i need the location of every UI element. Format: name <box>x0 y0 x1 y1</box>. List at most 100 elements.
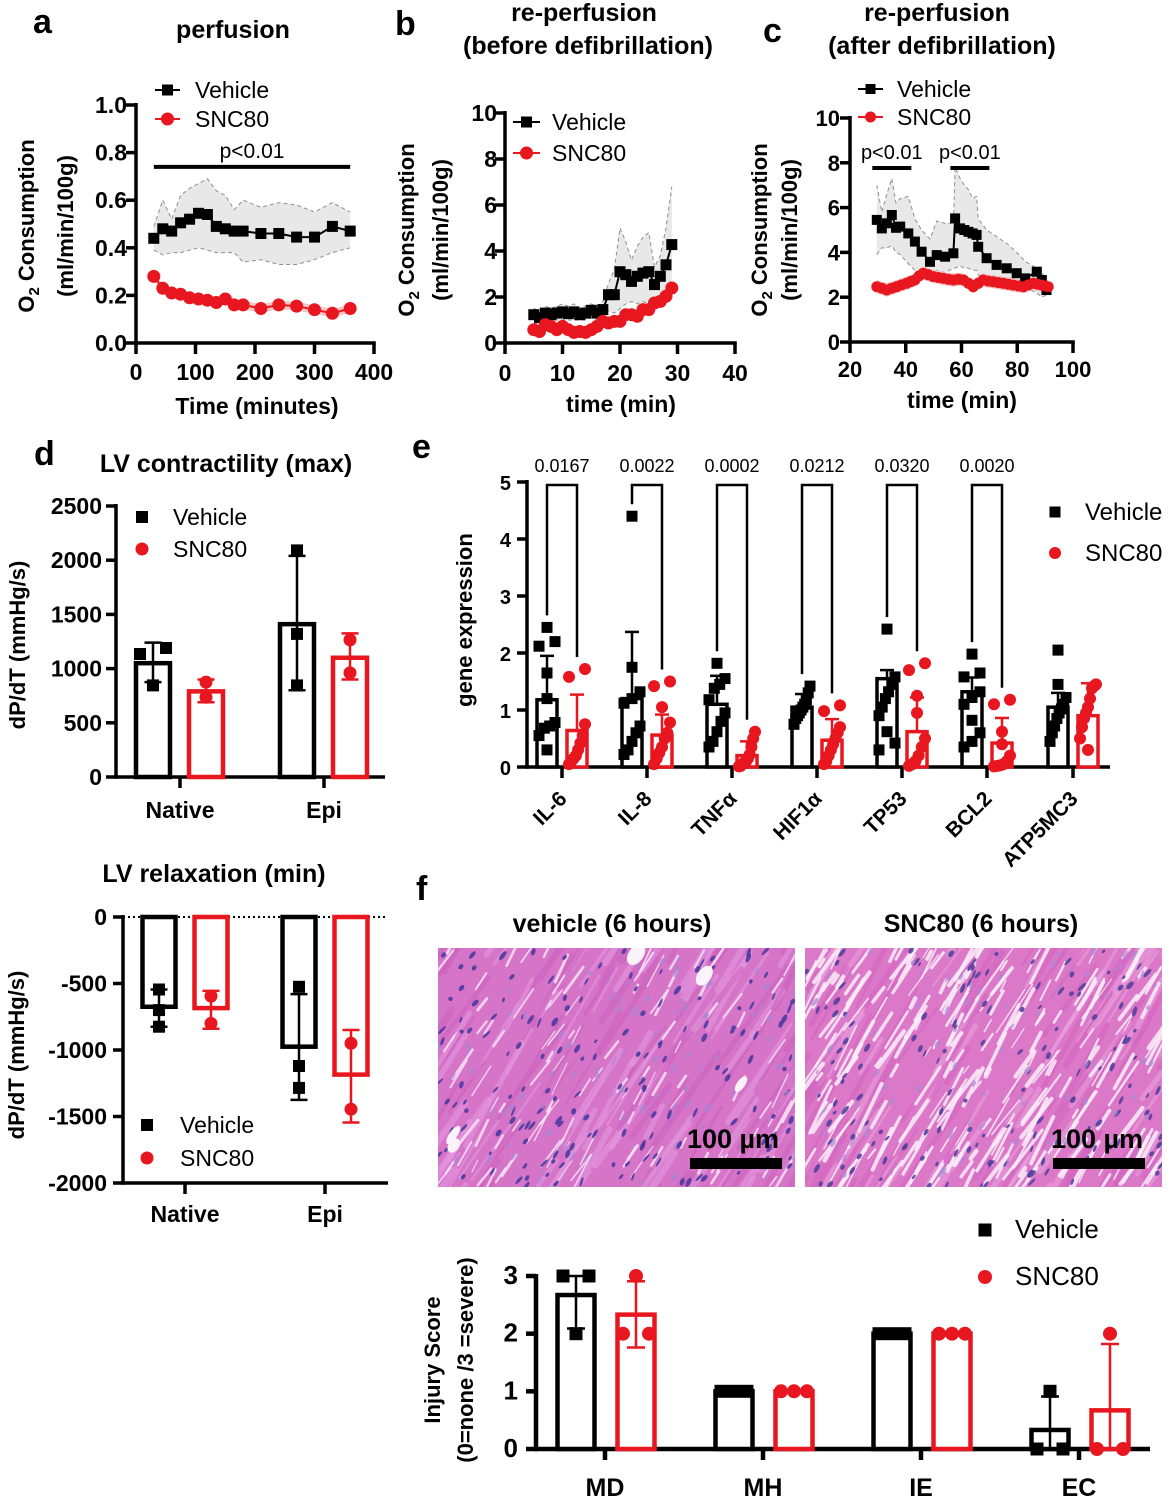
data-point-vehicle <box>1020 273 1031 284</box>
nucleus <box>844 1014 849 1019</box>
data-point-vehicle <box>618 749 630 760</box>
interstitial-gap <box>772 1100 793 1136</box>
data-point-vehicle <box>974 667 986 679</box>
data-point-vehicle <box>649 279 660 291</box>
data-point-vehicle <box>666 239 678 251</box>
muscle-fiber <box>805 902 826 936</box>
nucleus <box>458 964 464 970</box>
p-value-label: 0.0320 <box>874 456 929 476</box>
nucleus <box>458 985 465 991</box>
nucleus <box>833 997 841 1006</box>
interstitial-gap <box>884 1010 909 1050</box>
scale-bar-label-snc80: 100 µm <box>1051 1124 1143 1154</box>
nucleus <box>1005 1160 1010 1166</box>
muscle-fiber <box>672 973 719 1044</box>
interstitial-gap <box>901 1130 929 1176</box>
interstitial-gap <box>638 948 653 974</box>
nucleus <box>816 1090 820 1096</box>
nucleus <box>1068 991 1074 997</box>
data-point-vehicle <box>166 225 178 237</box>
y-axis-label-a-units: (ml/min/100g) <box>53 155 78 297</box>
nucleus <box>967 1126 973 1132</box>
nucleus <box>1140 1057 1147 1065</box>
data-point-vehicle <box>950 213 961 224</box>
nucleus <box>562 954 567 960</box>
interstitial-gap <box>505 948 517 968</box>
x-tick-label: 40 <box>722 360 748 386</box>
nucleus <box>569 1142 575 1151</box>
data-point-snc80 <box>664 716 676 729</box>
panel-letter-a: a <box>33 3 53 41</box>
nucleus <box>748 979 753 984</box>
interstitial-gap <box>845 970 872 1007</box>
p-value-label: 0.0212 <box>789 456 844 476</box>
nucleus <box>495 1129 502 1137</box>
nucleus <box>1143 968 1152 978</box>
data-point-vehicle <box>881 218 892 229</box>
interstitial-gap <box>974 960 1005 1002</box>
category-label: MD <box>586 1474 625 1500</box>
y-tick-label: 2 <box>484 284 497 310</box>
data-point-snc80 <box>1074 732 1086 745</box>
interstitial-gap <box>1011 1131 1035 1171</box>
interstitial-gap <box>939 1126 957 1153</box>
interstitial-gap <box>438 949 455 972</box>
nucleus <box>466 1027 473 1034</box>
y-tick-label: 0 <box>504 1433 518 1463</box>
nucleus <box>652 1152 658 1160</box>
chart-title-c-line1: re-perfusion <box>864 0 1010 27</box>
data-point-vehicle <box>539 307 551 319</box>
p-value-label: 0.0002 <box>704 456 759 476</box>
interstitial-gap <box>760 1009 772 1027</box>
data-point-vehicle <box>876 701 888 713</box>
interstitial-gap <box>759 1101 772 1119</box>
data-point-vehicle <box>184 213 196 225</box>
muscle-fiber <box>714 948 747 994</box>
data-point-vehicle <box>626 275 637 287</box>
interstitial-gap <box>951 984 959 993</box>
data-point-vehicle <box>309 231 320 243</box>
x-tick-label: 200 <box>236 359 274 385</box>
nucleus <box>700 1123 706 1131</box>
interstitial-gap <box>990 1113 1016 1156</box>
significance-bracket <box>970 483 1004 688</box>
muscle-fiber <box>908 1207 934 1245</box>
data-point-vehicle <box>883 686 895 698</box>
x-tick-label: 80 <box>1005 357 1029 382</box>
interstitial-gap <box>494 1134 505 1150</box>
interstitial-gap <box>1088 1037 1100 1059</box>
chart-panel-d-relaxation: 0 -500 -1000 -1500 -2000 Native Epi Vehicle SNC8… <box>48 904 388 1227</box>
nucleus <box>1130 1094 1137 1101</box>
nucleus <box>1037 1004 1043 1010</box>
nucleus <box>1044 1168 1050 1176</box>
nucleus <box>838 1142 846 1150</box>
nucleus <box>871 1140 876 1147</box>
data-point-snc80 <box>1004 693 1016 706</box>
interstitial-gap <box>981 1117 992 1130</box>
chart-marks: 0.00.20.40.60.81.00 100 200 300 400VehicleSN… <box>48 76 1162 1500</box>
data-point-snc80 <box>1042 281 1054 293</box>
muscle-fiber <box>648 1150 678 1187</box>
data-point-vehicle <box>1046 727 1058 739</box>
nucleus <box>827 1139 833 1145</box>
interstitial-gap <box>902 1145 922 1177</box>
y-tick-label: 0.6 <box>95 187 127 213</box>
nucleus <box>640 1104 646 1111</box>
y-tick-label: 2000 <box>51 547 102 573</box>
chart-panel-a: 0.0 0.2 0.4 0.6 0.8 1.0 0 100 200 300 400 Vehicle SN… <box>95 77 393 385</box>
nucleus <box>954 1024 958 1030</box>
data-point-vehicle <box>1030 1442 1044 1456</box>
y-axis-label-subscript: 2 <box>406 291 423 299</box>
chart-panel-d-contractility: 0 500 1000 1500 2000 2500 Native Epi Vehicle SNC8… <box>51 493 385 823</box>
nucleus <box>1064 957 1072 966</box>
nucleus <box>834 959 840 966</box>
interstitial-gap <box>922 948 930 959</box>
muscle-fiber <box>482 1127 518 1178</box>
data-point-vehicle <box>620 269 632 281</box>
error-band-lower-edge <box>153 247 351 265</box>
y-tick-label: 2 <box>828 285 840 310</box>
nucleus <box>674 1009 680 1015</box>
nucleus <box>464 1042 470 1048</box>
nucleus <box>438 1043 442 1053</box>
interstitial-gap <box>768 1039 786 1064</box>
